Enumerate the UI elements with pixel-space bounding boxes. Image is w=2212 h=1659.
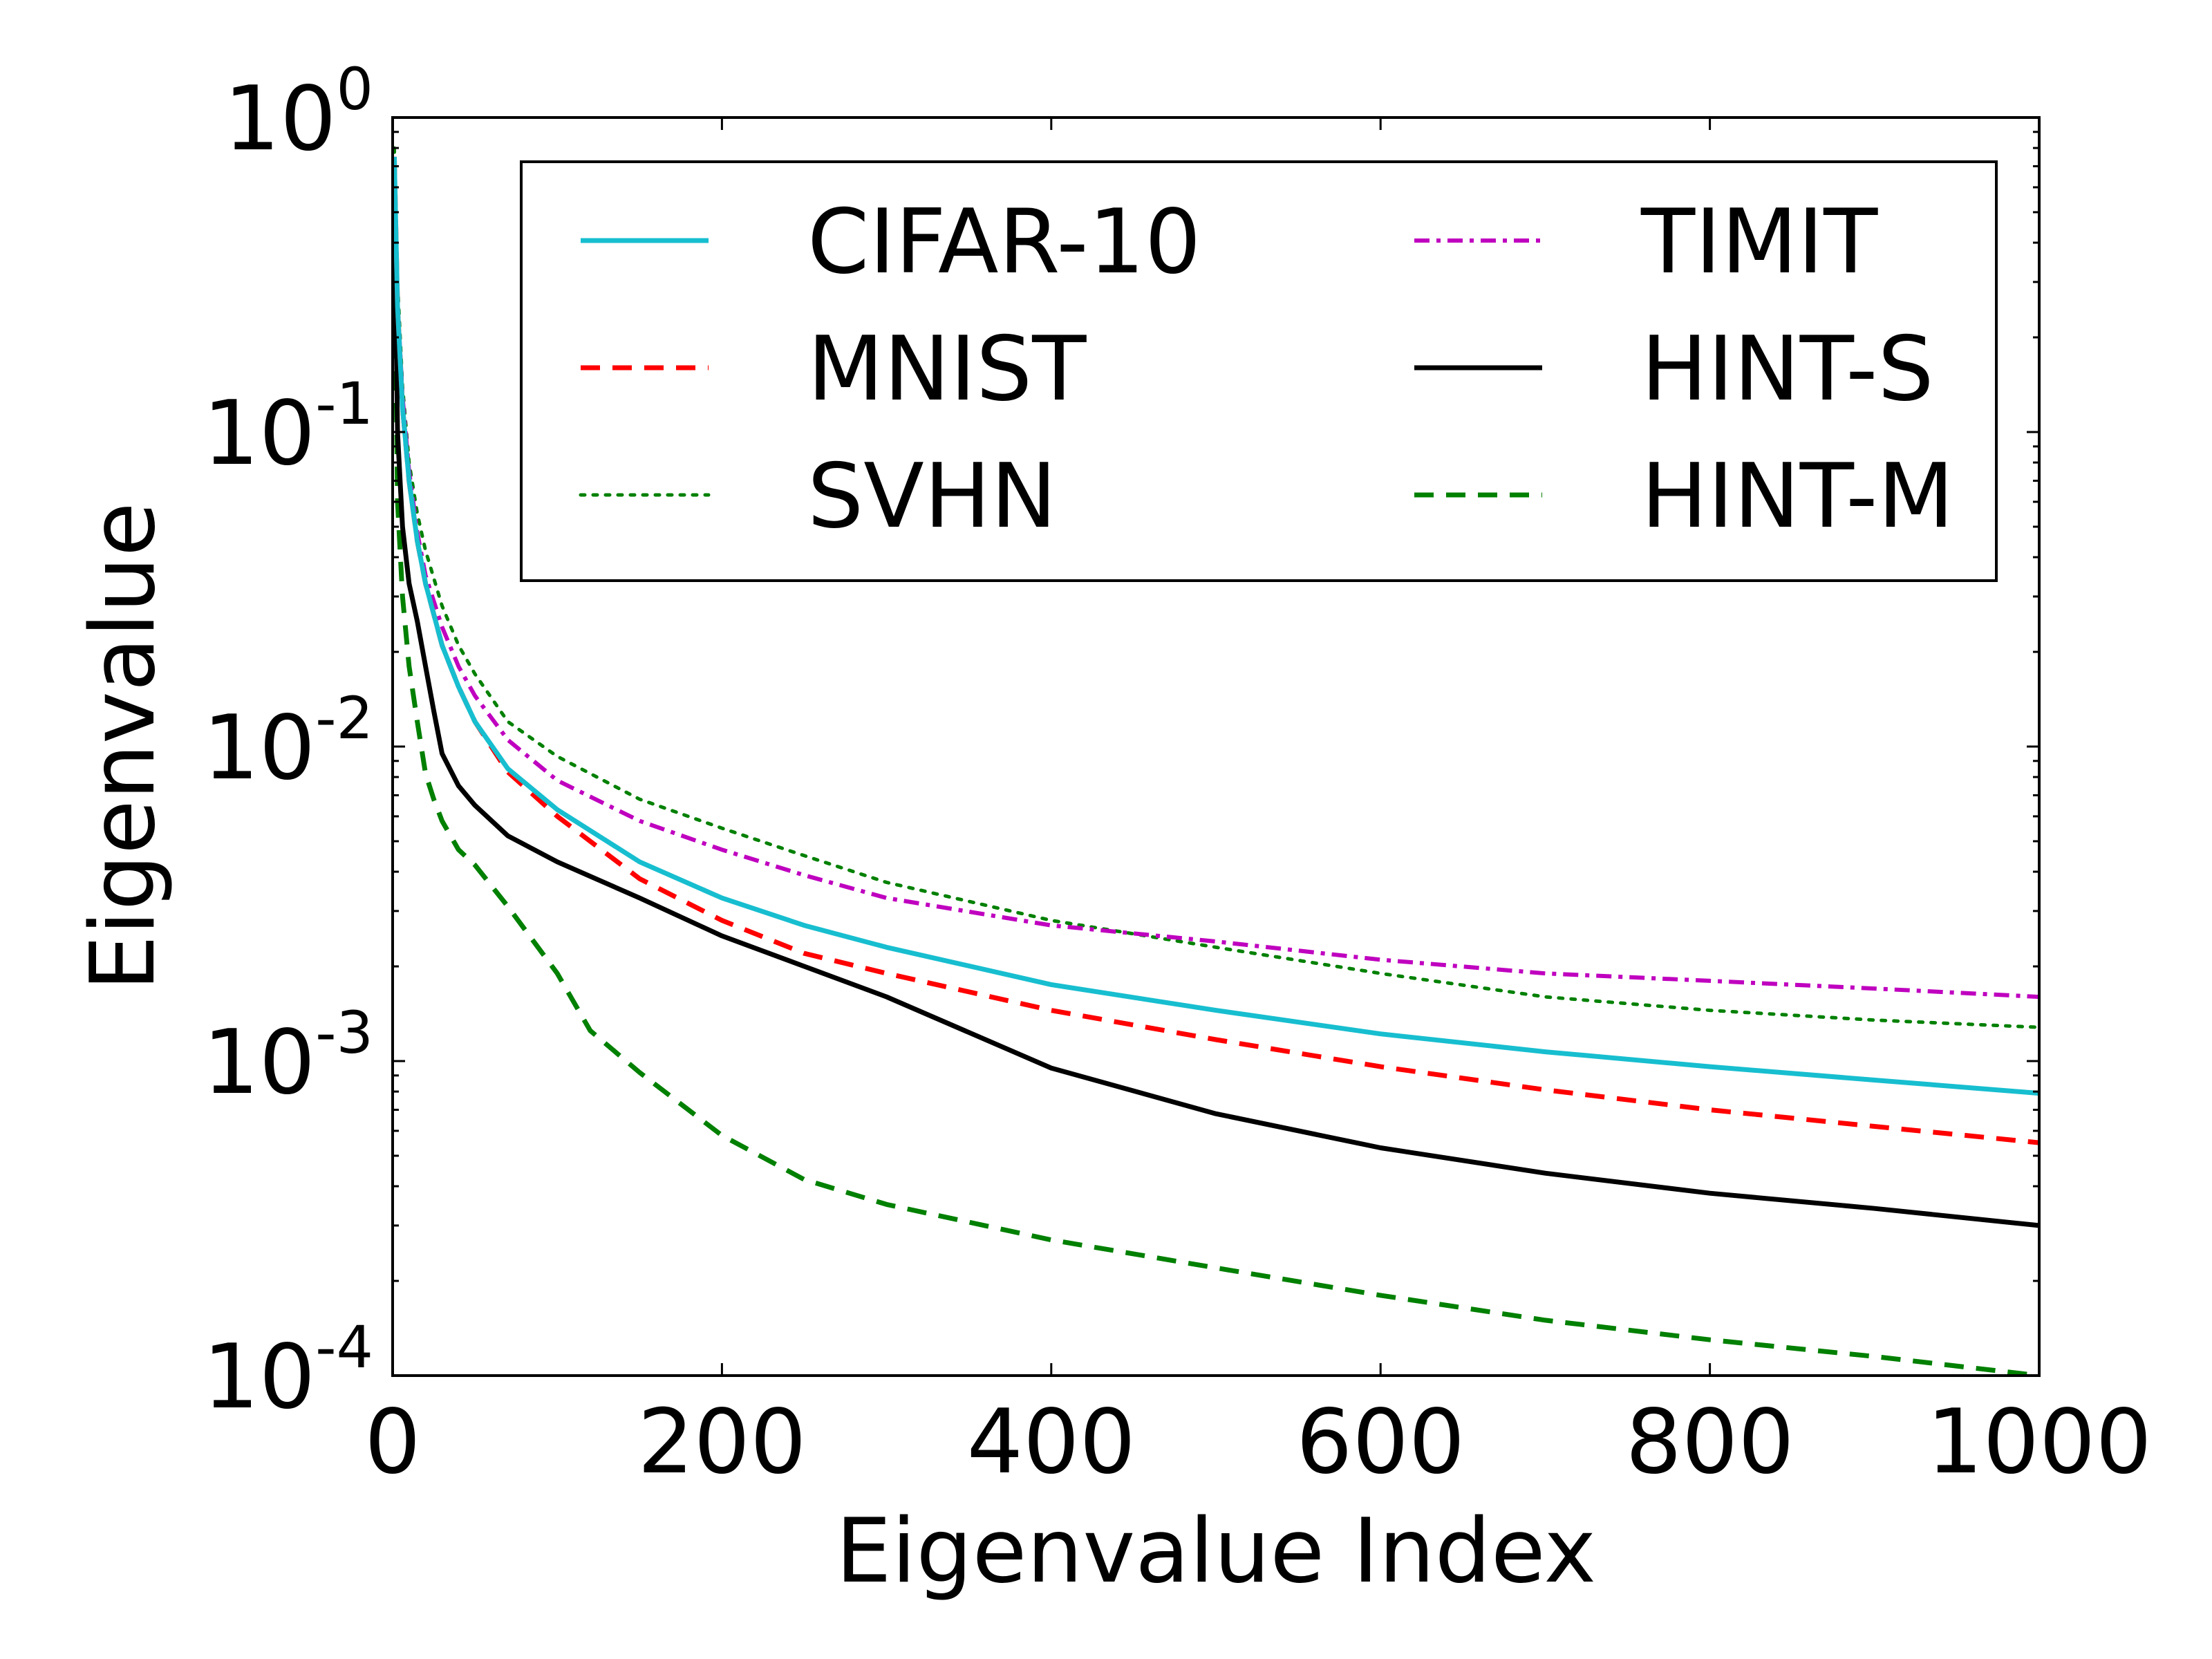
x-tick-label: 400	[967, 1391, 1136, 1494]
x-tick-label: 600	[1296, 1391, 1465, 1494]
y-tick-label-exponent: -2	[315, 684, 373, 752]
legend-label-hint-s: HINT-S	[1641, 318, 1934, 421]
y-tick-label-exponent: -3	[315, 999, 373, 1067]
y-tick-label: 10-4	[203, 1313, 373, 1429]
legend-label-mnist: MNIST	[807, 318, 1087, 421]
y-tick-label: 10-3	[203, 999, 373, 1114]
legend-label-timit: TIMIT	[1640, 191, 1878, 294]
y-tick-label: 100	[224, 55, 373, 171]
y-tick-label-exponent: -1	[315, 370, 373, 438]
legend-label-cifar-10: CIFAR-10	[807, 191, 1201, 294]
y-axis-label: Eigenvalue	[72, 502, 175, 991]
y-tick-label-exponent: 0	[337, 55, 373, 123]
legend: CIFAR-10 MNIST SVHN TIMIT HINT-S HINT-M	[520, 160, 1998, 582]
y-tick-label-exponent: -4	[315, 1313, 373, 1381]
y-tick-label: 10-2	[203, 684, 373, 800]
x-tick-label: 200	[637, 1391, 806, 1494]
series-line-hint-m	[391, 212, 2040, 1378]
x-tick-label: 0	[364, 1391, 420, 1494]
series-line-cifar-10	[391, 156, 2040, 1096]
legend-box	[520, 160, 1998, 582]
legend-label-hint-m: HINT-M	[1641, 445, 1954, 548]
y-tick-label-base: 10	[203, 382, 315, 485]
x-axis-label: Eigenvalue Index	[836, 1500, 1596, 1603]
series-layer	[391, 146, 2041, 1378]
x-tick-label: 800	[1625, 1391, 1794, 1494]
y-tick-label-base: 10	[203, 1011, 315, 1114]
y-tick-label-base: 10	[224, 68, 337, 171]
legend-label-svhn: SVHN	[807, 445, 1057, 548]
x-tick-label: 1000	[1927, 1391, 2152, 1494]
y-tick-label: 10-1	[203, 370, 373, 485]
series-line-hint-s	[391, 187, 2040, 1228]
tick-layer	[391, 116, 2041, 1377]
legend-items: CIFAR-10 MNIST SVHN TIMIT HINT-S HINT-M	[579, 191, 1954, 548]
y-tick-label-base: 10	[203, 1326, 315, 1429]
y-tick-label-base: 10	[203, 697, 315, 800]
